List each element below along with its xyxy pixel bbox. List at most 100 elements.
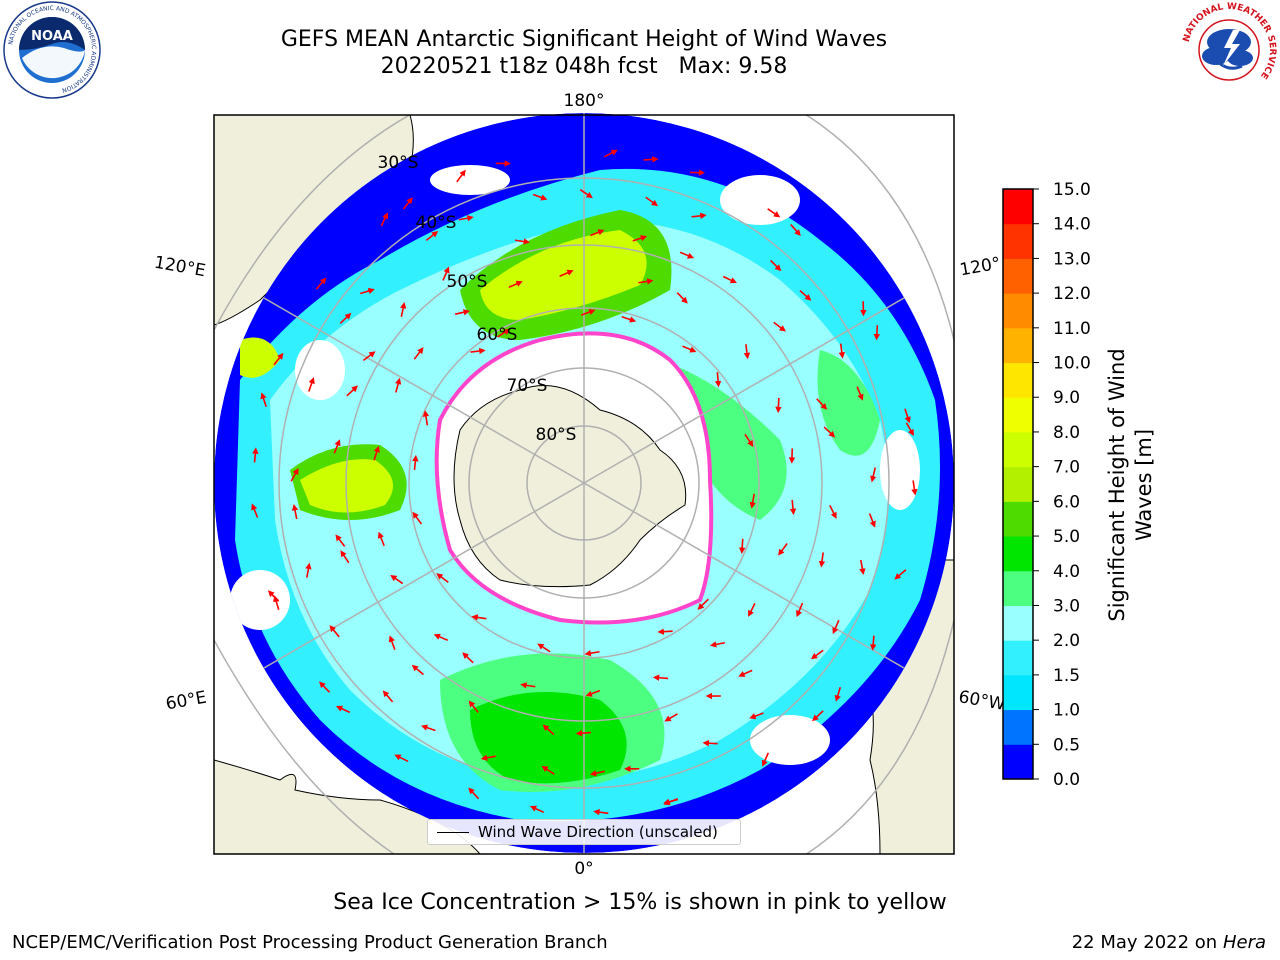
- wave-direction-arrow: [761, 752, 770, 767]
- wave-direction-arrow: [767, 208, 781, 218]
- wave-direction-arrow: [773, 321, 786, 332]
- chart-subtitle: 20220521 t18z 048h fcst Max: 9.58: [380, 54, 788, 79]
- wave-direction-arrow: [663, 797, 678, 806]
- wave-direction-arrow: [413, 347, 424, 360]
- noaa-logo-icon: NATIONAL OCEANIC AND ATMOSPHERIC ADMINIS…: [3, 1, 101, 99]
- wave-direction-arrow: [856, 386, 864, 401]
- wave-direction-arrow: [744, 433, 754, 447]
- wave-direction-arrow: [643, 156, 659, 163]
- wave-direction-arrow: [394, 754, 409, 763]
- wave-direction-arrow: [749, 712, 764, 720]
- wave-direction-arrow: [382, 690, 394, 703]
- wave-direction-arrow: [400, 301, 407, 318]
- sea-ice-note: Sea Ice Concentration > 15% is shown in …: [333, 890, 947, 915]
- wave-direction-arrow: [816, 398, 828, 410]
- wave-direction-arrow: [412, 454, 419, 471]
- wave-direction-arrow: [458, 215, 474, 222]
- antarctica-land: [453, 385, 687, 588]
- legend-label: Wind Wave Direction (unscaled): [478, 823, 718, 841]
- wave-direction-arrow: [575, 730, 591, 737]
- wave-direction-arrow: [273, 352, 284, 366]
- wave-direction-arrow: [290, 467, 299, 482]
- wave-direction-arrow: [584, 650, 600, 657]
- svg-text:NOAA: NOAA: [31, 29, 73, 44]
- wave-direction-arrow: [532, 193, 548, 201]
- lon-label-60e: 60°E: [164, 688, 208, 715]
- wave-direction-arrow: [333, 439, 341, 454]
- wave-direction-arrow: [580, 309, 596, 316]
- wave-direction-arrow: [442, 266, 450, 281]
- wave-direction-arrow: [664, 713, 678, 722]
- lat-label-60s: 60°S: [477, 325, 518, 345]
- wave-direction-arrow: [645, 196, 659, 207]
- wave-direction-arrow: [579, 188, 593, 199]
- wave-direction-arrow: [335, 705, 351, 714]
- wave-direction-arrow: [657, 628, 673, 635]
- lon-label-180: 180°: [564, 91, 605, 111]
- wave-direction-arrow: [911, 480, 918, 496]
- wave-direction-arrow: [789, 499, 797, 516]
- wave-direction-arrow: [832, 619, 840, 635]
- wave-direction-arrow: [362, 351, 376, 362]
- wave-direction-arrow: [541, 765, 555, 775]
- wave-direction-arrow: [390, 575, 404, 585]
- wave-direction-arrow: [462, 652, 474, 664]
- wave-direction-arrow: [632, 235, 648, 242]
- wave-direction-arrow: [749, 493, 756, 509]
- wave-direction-arrow: [520, 682, 536, 689]
- wave-direction-arrow: [340, 550, 350, 564]
- wave-direction-arrow: [590, 229, 605, 237]
- footer-date-text: 22 May 2022 on: [1071, 932, 1218, 953]
- wave-direction-arrow: [251, 503, 259, 518]
- wave-direction-arrow: [818, 552, 826, 568]
- wave-direction-arrow: [748, 602, 756, 617]
- wave-direction-arrow: [589, 770, 605, 777]
- map-legend: Wind Wave Direction (unscaled): [427, 819, 741, 845]
- wave-direction-arrow: [411, 664, 424, 676]
- wave-direction-arrow: [425, 231, 439, 241]
- wave-direction-arrow: [468, 787, 480, 800]
- wave-direction-arrow: [454, 309, 470, 316]
- wave-direction-arrow: [252, 447, 259, 463]
- wave-direction-arrow: [810, 649, 824, 660]
- wave-direction-arrow: [422, 410, 430, 426]
- wave-direction-arrow: [838, 343, 846, 359]
- lat-label-50s: 50°S: [447, 272, 488, 292]
- wave-direction-arrow: [388, 635, 396, 650]
- wave-direction-arrow: [529, 805, 545, 814]
- wave-direction-arrow: [722, 275, 737, 284]
- wave-direction-arrow: [621, 316, 637, 323]
- wave-direction-arrow: [559, 269, 574, 277]
- graticule: [214, 113, 954, 853]
- wave-direction-arrow: [834, 687, 842, 702]
- wave-direction-arrow: [508, 280, 523, 289]
- wave-direction-arrow: [603, 149, 618, 158]
- wave-direction-arrow: [291, 504, 299, 520]
- wave-direction-arrow: [778, 543, 788, 556]
- footer-credit: NCEP/EMC/Verification Post Processing Pr…: [12, 932, 608, 953]
- wave-direction-arrow: [335, 534, 346, 547]
- wave-direction-arrow: [738, 538, 746, 554]
- wave-direction-arrow: [412, 511, 423, 525]
- lon-label-0: 0°: [574, 859, 593, 879]
- wave-direction-arrow: [829, 504, 837, 519]
- wave-direction-arrow: [593, 808, 609, 816]
- wave-direction-arrow: [812, 710, 824, 722]
- lon-label-120e: 120°E: [153, 253, 207, 282]
- wave-direction-arrow: [471, 614, 487, 621]
- wave-direction-arrow: [679, 251, 695, 259]
- wave-direction-arrow: [894, 569, 907, 580]
- wave-direction-arrow: [497, 328, 511, 338]
- wave-direction-arrow: [868, 513, 876, 528]
- wave-direction-arrow: [537, 643, 551, 653]
- wind-wave-arrows: [251, 149, 918, 816]
- lat-label-70s: 70°S: [507, 376, 548, 396]
- wave-direction-arrow: [456, 169, 466, 183]
- wave-direction-arrow: [682, 345, 697, 353]
- wave-direction-arrow: [714, 372, 722, 388]
- lat-label-40s: 40°S: [416, 213, 457, 233]
- wave-direction-arrow: [377, 531, 385, 547]
- wave-direction-arrow: [775, 397, 782, 414]
- wave-direction-arrow: [480, 754, 496, 761]
